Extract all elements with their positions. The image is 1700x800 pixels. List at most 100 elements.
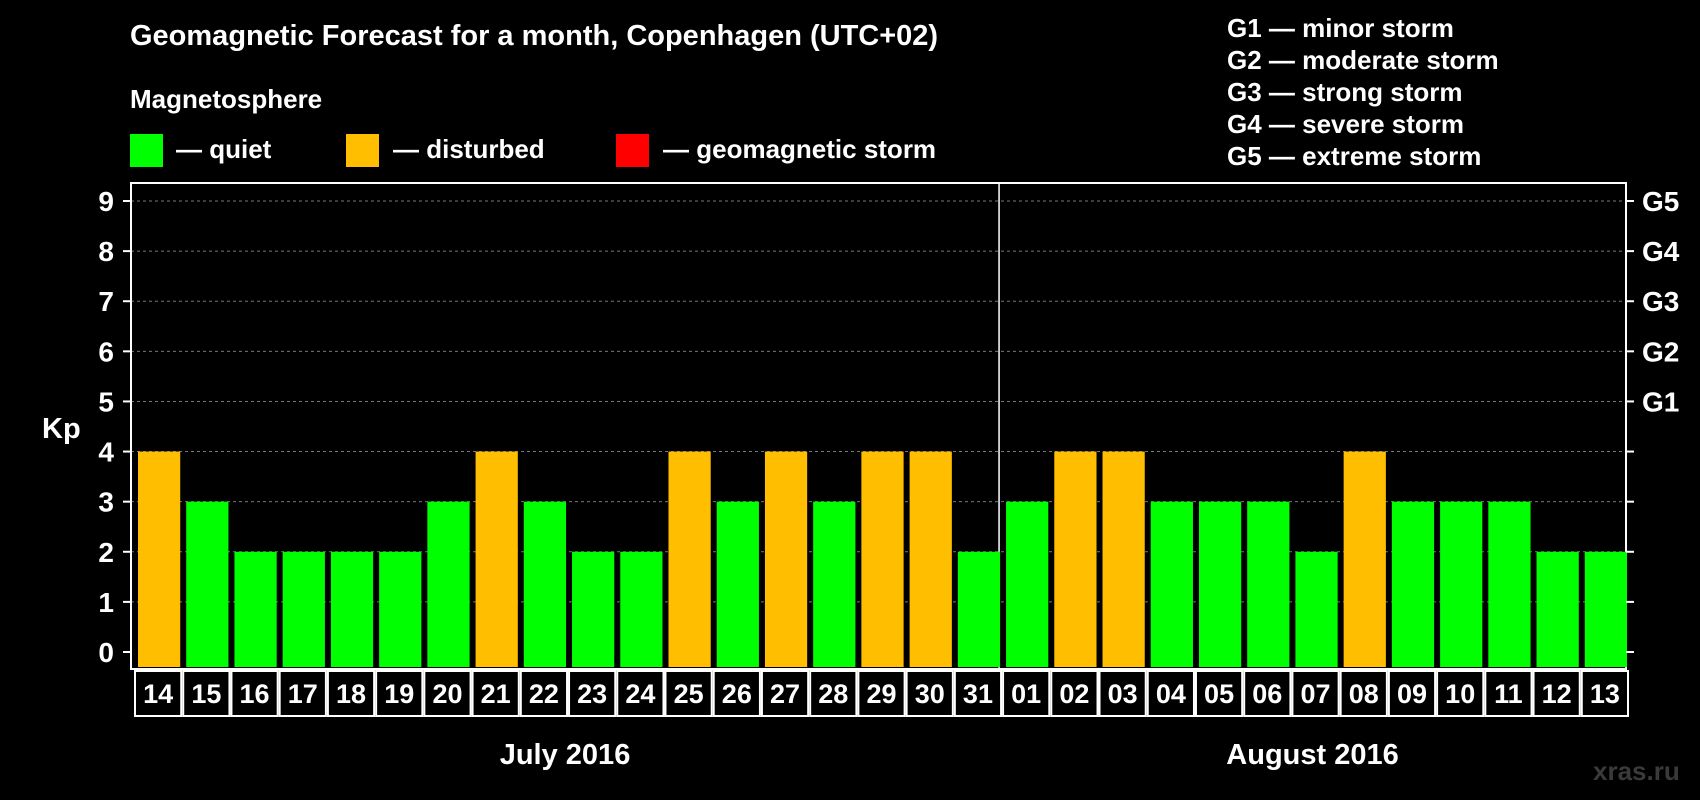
ytick-label-0: 0 [98,637,114,668]
bar-19 [379,551,422,667]
date-box-21 [471,670,520,717]
bar-08 [1343,451,1386,667]
date-box-19 [375,670,424,717]
bar-11 [1488,501,1531,667]
bar-05 [1198,501,1242,667]
date-label-23: 23 [577,679,607,709]
date-label-24: 24 [625,679,655,709]
date-label-20: 20 [432,679,462,709]
date-label-13: 13 [1590,679,1620,709]
date-box-28 [809,670,858,717]
storm-scale-g5: G5 — extreme storm [1227,141,1482,171]
date-label-14: 14 [143,679,173,709]
bar-14 [138,451,181,667]
date-box-09 [1387,670,1437,717]
date-label-05: 05 [1204,679,1234,709]
date-label-27: 27 [770,679,800,709]
right-axis-label-g5: G5 [1642,186,1679,217]
date-box-04 [1146,670,1195,717]
date-box-27 [760,670,810,717]
plot-frame [130,182,1627,670]
bar-28 [813,501,856,667]
date-label-02: 02 [1059,679,1089,709]
bar-24 [620,551,663,667]
month-label-1: August 2016 [1226,739,1398,771]
date-box-07 [1291,670,1340,717]
date-label-01: 01 [1011,679,1041,709]
date-box-02 [1050,670,1099,717]
date-label-04: 04 [1156,679,1186,709]
ytick-label-1: 1 [98,587,114,618]
date-box-15 [182,670,231,717]
bar-06 [1247,501,1290,667]
date-label-31: 31 [963,679,993,709]
ytick-label-4: 4 [98,437,114,468]
legend-swatch-disturbed [346,134,379,167]
right-axis-label-g1: G1 [1642,386,1679,417]
date-box-23 [568,670,617,717]
date-label-25: 25 [674,679,704,709]
storm-scale-g3: G3 — strong storm [1227,77,1463,107]
bar-01 [1006,501,1049,667]
date-box-22 [519,670,569,717]
ytick-label-6: 6 [98,336,114,367]
bar-27 [764,451,808,667]
date-label-17: 17 [288,679,318,709]
date-box-12 [1532,670,1581,717]
right-axis-label-g2: G2 [1642,336,1679,367]
date-box-03 [1098,670,1147,717]
date-label-11: 11 [1494,679,1523,709]
ytick-label-7: 7 [98,286,114,317]
legend-label-disturbed: — disturbed [393,134,545,164]
date-label-06: 06 [1252,679,1282,709]
date-label-29: 29 [866,679,896,709]
storm-scale-g4: G4 — severe storm [1227,109,1465,139]
bar-22 [523,501,567,667]
date-label-30: 30 [915,679,945,709]
ytick-label-2: 2 [98,537,114,568]
bar-26 [716,501,759,667]
date-label-16: 16 [240,679,270,709]
date-box-11 [1484,670,1533,717]
bar-02 [1054,451,1097,667]
date-box-08 [1339,670,1388,717]
date-label-07: 07 [1301,679,1331,709]
bar-13 [1584,551,1627,667]
legend-label-storm: — geomagnetic storm [663,134,937,164]
legend-swatch-storm [616,134,649,167]
date-box-16 [230,670,279,717]
ytick-label-5: 5 [98,386,114,417]
date-box-30 [905,670,954,717]
bar-31 [957,551,1001,667]
date-label-09: 09 [1397,679,1427,709]
date-box-06 [1243,670,1292,717]
date-label-10: 10 [1445,679,1475,709]
date-box-10 [1436,670,1485,717]
date-label-22: 22 [529,679,559,709]
y-axis-label: Kp [42,413,81,445]
bar-15 [186,501,229,667]
date-label-28: 28 [818,679,848,709]
bar-21 [475,451,518,667]
ytick-label-3: 3 [98,487,114,518]
bar-23 [572,551,615,667]
bar-29 [861,451,904,667]
ytick-label-8: 8 [98,236,114,267]
bar-16 [234,551,277,667]
date-box-05 [1194,670,1244,717]
bar-09 [1391,501,1435,667]
date-label-15: 15 [191,679,221,709]
date-box-17 [278,670,327,717]
date-label-21: 21 [481,679,511,709]
bar-04 [1150,501,1193,667]
date-box-18 [326,670,376,717]
bar-07 [1295,551,1338,667]
bar-12 [1536,551,1579,667]
legend-swatch-quiet [130,134,163,167]
date-box-31 [953,670,1003,717]
right-axis-label-g3: G3 [1642,286,1679,317]
date-box-24 [616,670,665,717]
date-box-20 [423,670,472,717]
date-box-01 [1002,670,1051,717]
